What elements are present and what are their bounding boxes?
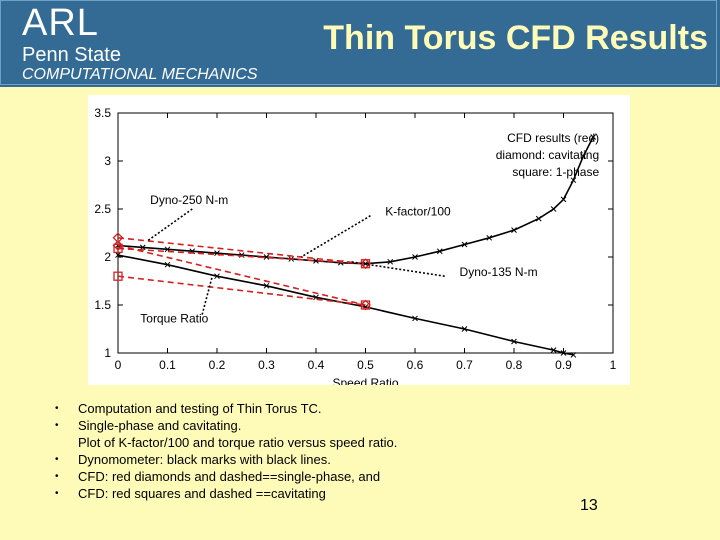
data-point-x [436, 248, 443, 255]
series-line [117, 237, 366, 265]
bullet-item: Computation and testing of Thin Torus TC… [55, 400, 575, 417]
x-tick-label: 0.3 [258, 358, 275, 372]
annotation-label: K-factor/100 [385, 205, 451, 219]
annotation-label: square: 1-phase [512, 165, 599, 179]
data-point-x [486, 234, 493, 241]
data-point-x [580, 153, 587, 160]
y-tick-label: 1 [104, 346, 111, 360]
data-point-diamond [112, 232, 124, 244]
data-point-x [550, 347, 557, 353]
data-point-x [535, 215, 542, 222]
x-tick-label: 0 [115, 358, 122, 372]
annotation-label: Torque Ratio [140, 311, 208, 325]
x-tick-label: 0.6 [407, 358, 424, 372]
x-tick-label: 0.9 [555, 358, 572, 372]
data-point-x [214, 273, 220, 280]
data-point-x [550, 206, 557, 212]
series-line [117, 254, 574, 356]
data-point-x [263, 254, 270, 260]
x-axis-label: Speed Ratio [332, 376, 398, 385]
series-line [117, 244, 366, 306]
x-tick-label: 0.1 [159, 358, 176, 372]
data-point-x [412, 315, 418, 322]
data-point-square [113, 271, 123, 281]
page-number: 13 [580, 497, 598, 514]
data-point-x [511, 338, 517, 345]
data-point-x [570, 177, 577, 184]
data-point-x [115, 252, 121, 258]
data-point-x [511, 227, 517, 233]
y-tick-label: 1.5 [94, 298, 111, 312]
bullet-item: Single-phase and cavitating. [55, 417, 575, 434]
x-tick-label: 0.8 [506, 358, 523, 372]
arl-logo: ARL [22, 2, 99, 44]
annotation-pointer [147, 208, 193, 242]
data-point-x [387, 258, 394, 265]
data-point-x [461, 326, 468, 332]
chart-panel: 0 0.1 0.2 0.3 0.4 0.5 0.6 0.7 0.8 0.9 1 1 1.5 2 2.5 3 3.… [88, 95, 630, 385]
x-tick-label: 0.7 [456, 358, 473, 372]
bullet-item: CFD: red squares and dashed ==cavitating [55, 485, 575, 502]
x-tick-label: 0.4 [308, 358, 325, 372]
header-frame [0, 0, 717, 85]
data-point-x [590, 134, 597, 140]
slide-title: Thin Torus CFD Results [323, 19, 708, 57]
data-point-x [263, 282, 270, 289]
data-point-x [164, 261, 171, 268]
data-point-x [560, 350, 567, 356]
annotation-pointer [300, 215, 371, 258]
data-point-square [113, 243, 123, 254]
x-tick-label: 0.2 [209, 358, 226, 372]
annotation-label: Dyno-135 N-m [460, 265, 538, 279]
x-tick-label: 1 [610, 358, 617, 372]
data-point-x [412, 254, 418, 260]
annotation-label: CFD results (red) [507, 131, 599, 145]
annotation-pointer [201, 276, 213, 315]
institution-name: Penn State [22, 44, 121, 66]
data-point-x [461, 241, 468, 248]
series-line [117, 247, 366, 265]
results-chart: 0 0.1 0.2 0.3 0.4 0.5 0.6 0.7 0.8 0.9 1 1 1.5 2 2.5 3 3.… [94, 106, 617, 385]
data-point-x [560, 196, 567, 203]
y-tick-label: 3 [104, 154, 111, 168]
slide-header: ARL Penn State COMPUTATIONAL MECHANICS T… [0, 0, 720, 87]
y-tick-label: 2 [104, 250, 111, 264]
data-point-square [360, 300, 371, 310]
y-tick-label: 2.5 [94, 202, 111, 216]
bullet-item: CFD: red diamonds and dashed==single-pha… [55, 468, 575, 485]
y-tick-label: 3.5 [94, 106, 111, 120]
x-tick-label: 0.5 [357, 358, 374, 372]
department-name: COMPUTATIONAL MECHANICS [22, 66, 258, 83]
bullet-continuation: Plot of K-factor/100 and torque ratio ve… [78, 435, 398, 450]
bullet-item: Dynomometer: black marks with black line… [55, 451, 575, 468]
series-line [117, 275, 366, 306]
bullet-list: Computation and testing of Thin Torus TC… [55, 400, 575, 502]
annotation-label: Dyno-250 N-m [150, 193, 228, 207]
annotation-label: diamond: cavitating [496, 148, 599, 162]
data-point-x [570, 352, 577, 358]
